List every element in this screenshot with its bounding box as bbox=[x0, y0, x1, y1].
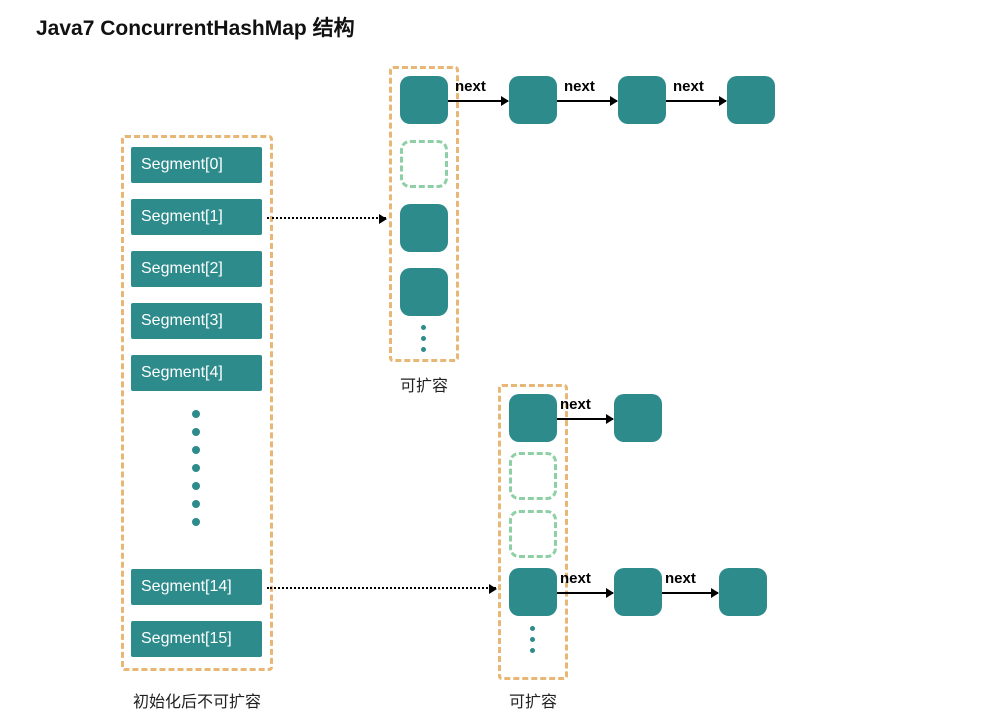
table2-top-next-label-1: next bbox=[560, 396, 591, 413]
table1-slot-1-empty bbox=[400, 140, 448, 188]
segment-15: Segment[15] bbox=[131, 621, 262, 657]
table2-bot-arrow-1 bbox=[557, 592, 613, 594]
table1-next-label-1: next bbox=[455, 78, 486, 95]
table2-caption: 可扩容 bbox=[509, 688, 557, 712]
table2-slot-3 bbox=[509, 568, 557, 616]
table1-slot-0 bbox=[400, 76, 448, 124]
table1-slot-3 bbox=[400, 268, 448, 316]
segment-2: Segment[2] bbox=[131, 251, 262, 287]
segment-0: Segment[0] bbox=[131, 147, 262, 183]
diagram-title: Java7 ConcurrentHashMap 结构 bbox=[36, 12, 355, 42]
segment-3: Segment[3] bbox=[131, 303, 262, 339]
table1-chain-node-1 bbox=[509, 76, 557, 124]
table2-top-chain-node-1 bbox=[614, 394, 662, 442]
table2-bot-chain-node-1 bbox=[614, 568, 662, 616]
table2-bot-arrow-2 bbox=[662, 592, 718, 594]
table1-arrow-3 bbox=[666, 100, 726, 102]
table1-next-label-2: next bbox=[564, 78, 595, 95]
table1-ellipsis-icon bbox=[421, 325, 426, 352]
table2-top-arrow-1 bbox=[557, 418, 613, 420]
table1-slot-2 bbox=[400, 204, 448, 252]
table1-next-label-3: next bbox=[673, 78, 704, 95]
table2-ellipsis-icon bbox=[530, 626, 535, 653]
table2-bot-next-label-1: next bbox=[560, 570, 591, 587]
table1-arrow-1 bbox=[448, 100, 508, 102]
segments-caption: 初始化后不可扩容 bbox=[133, 688, 261, 712]
segment-1: Segment[1] bbox=[131, 199, 262, 235]
table2-slot-0 bbox=[509, 394, 557, 442]
segment-14: Segment[14] bbox=[131, 569, 262, 605]
table1-chain-node-2 bbox=[618, 76, 666, 124]
table1-arrow-2 bbox=[557, 100, 617, 102]
segment-4: Segment[4] bbox=[131, 355, 262, 391]
segments-ellipsis-icon bbox=[192, 410, 200, 526]
table2-bot-next-label-2: next bbox=[665, 570, 696, 587]
table2-slot-2-empty bbox=[509, 510, 557, 558]
table1-chain-node-3 bbox=[727, 76, 775, 124]
pointer-arrow-2 bbox=[267, 587, 496, 589]
pointer-arrow-1 bbox=[267, 217, 386, 219]
table2-bot-chain-node-2 bbox=[719, 568, 767, 616]
table2-slot-1-empty bbox=[509, 452, 557, 500]
table1-caption: 可扩容 bbox=[400, 372, 448, 396]
